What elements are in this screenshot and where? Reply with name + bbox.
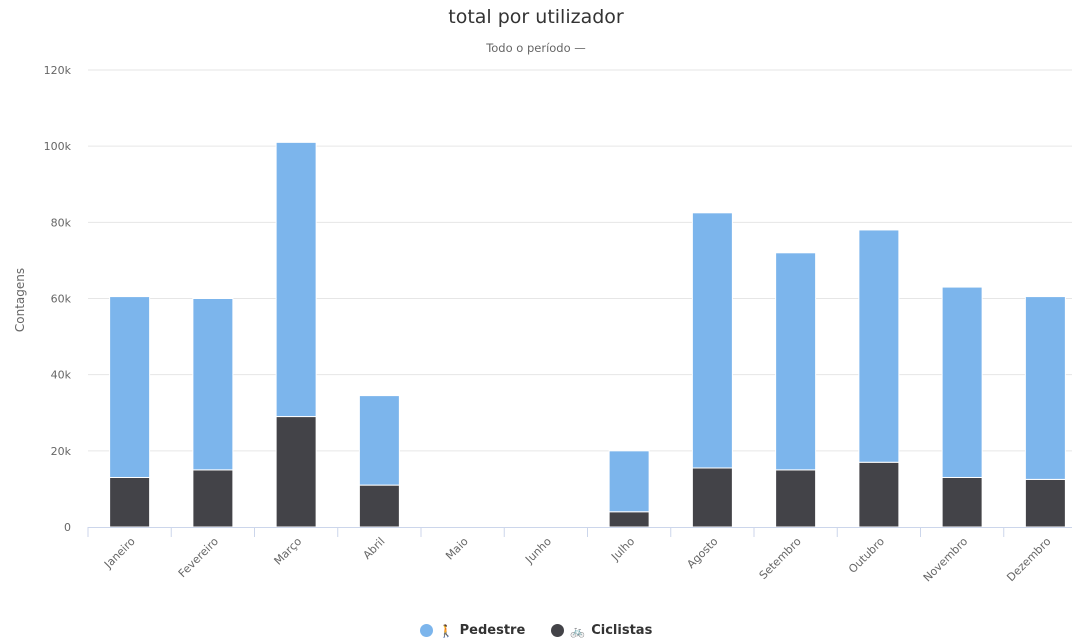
legend-color-dot [419, 624, 433, 637]
legend-item-ciclistas[interactable]: 🚲 Ciclistas [551, 623, 652, 638]
bar-pedestre-setembro[interactable] [775, 252, 817, 471]
x-tick-label: Março [272, 535, 305, 568]
bar-pedestre-novembro[interactable] [941, 286, 983, 478]
x-tick-label: Agosto [684, 535, 720, 571]
bar-ciclistas-abril[interactable] [358, 484, 400, 528]
x-tick-label: Setembro [757, 535, 804, 582]
legend: 🚶 Pedestre 🚲 Ciclistas [0, 623, 1072, 638]
x-tick-label: Abril [361, 535, 388, 562]
x-tick-label: Novembro [921, 535, 971, 585]
bar-ciclistas-novembro[interactable] [941, 476, 983, 528]
y-tick-label: 120k [44, 64, 72, 77]
pedestrian-icon: 🚶 [438, 623, 454, 638]
chart-title: total por utilizador [448, 6, 624, 28]
legend-label: Pedestre [459, 623, 526, 638]
x-axis: Janeiro Fevereiro Março Abril Maio Junho Julho… [87, 527, 1072, 585]
x-tick-label: Janeiro [101, 535, 138, 572]
bar-ciclistas-dezembro[interactable] [1024, 478, 1066, 528]
legend-item-pedestre[interactable]: 🚶 Pedestre [419, 623, 526, 638]
bar-pedestre-dezembro[interactable] [1024, 296, 1066, 480]
x-tick-label: Junho [522, 535, 554, 567]
y-tick-label: 100k [44, 140, 72, 153]
bar-pedestre-fevereiro[interactable] [192, 298, 234, 471]
bar-ciclistas-janeiro[interactable] [109, 476, 151, 528]
bar-pedestre-outubro[interactable] [858, 229, 900, 463]
y-tick-label: 20k [51, 445, 72, 458]
bar-pedestre-agosto[interactable] [691, 212, 733, 469]
bar-ciclistas-fevereiro[interactable] [192, 469, 234, 528]
bar-ciclistas-outubro[interactable] [858, 461, 900, 528]
y-tick-label: 60k [51, 293, 72, 306]
bar-pedestre-janeiro[interactable] [109, 296, 151, 478]
bicycle-icon: 🚲 [570, 623, 586, 638]
legend-label: Ciclistas [591, 623, 653, 638]
bar-ciclistas-março[interactable] [275, 416, 317, 528]
legend-color-dot [551, 624, 565, 637]
x-tick-label: Julho [608, 535, 637, 564]
y-axis-title: Contagens [13, 268, 27, 332]
bar-ciclistas-setembro[interactable] [775, 469, 817, 528]
bar-pedestre-abril[interactable] [358, 395, 400, 486]
bar-pedestre-julho[interactable] [608, 450, 650, 513]
bar-ciclistas-julho[interactable] [608, 511, 650, 528]
y-axis-ticks: 0 20k 40k 60k 80k 100k 120k [44, 64, 72, 534]
y-tick-label: 40k [51, 369, 72, 382]
x-tick-label: Dezembro [1004, 535, 1053, 584]
x-tick-label: Outubro [846, 535, 887, 576]
x-tick-label: Fevereiro [176, 535, 221, 580]
bar-pedestre-março[interactable] [275, 141, 317, 418]
grid-lines [88, 69, 1072, 452]
bar-ciclistas-agosto[interactable] [691, 467, 733, 528]
bars [109, 141, 1066, 528]
chart-subtitle: Todo o período — [486, 41, 586, 55]
y-tick-label: 80k [51, 216, 72, 229]
x-tick-label: Maio [443, 535, 471, 563]
y-tick-label: 0 [64, 521, 71, 534]
